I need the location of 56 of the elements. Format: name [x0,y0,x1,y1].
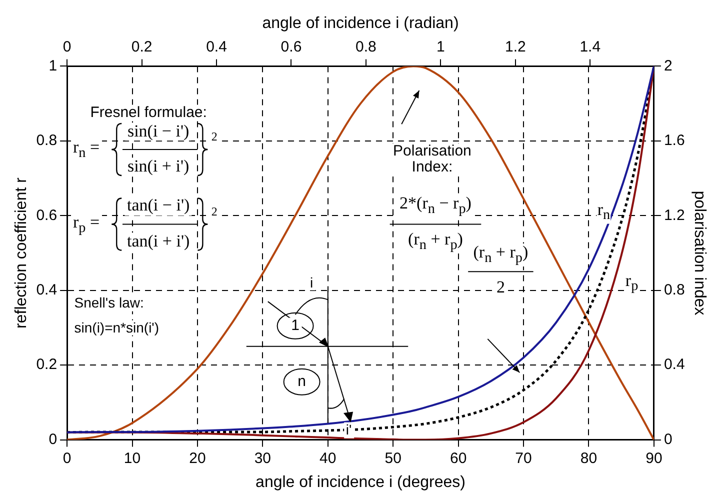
annotation: 2*(r$_{n}$ − r$_{p}$) [400,194,472,218]
x2-tick-label: 1.4 [580,38,601,56]
annotation: Snell's law: [74,294,144,311]
annotation: i [310,274,314,290]
annotation: tan(i + i') [127,231,190,250]
y2-tick-label: 0 [664,430,672,448]
x-tick-label: 0 [62,450,72,467]
annotation: 2 [211,130,218,144]
annotation: (r$_{n}$ + r$_{p}$) [473,242,528,266]
x-axis-title: angle of incidence i (degrees) [256,474,466,491]
y-tick-label: 1 [48,57,58,74]
x-tick-label: 60 [450,450,467,467]
annotation: Fresnel formulae: [90,104,207,121]
y-tick-label: 0 [48,430,58,448]
x2-tick-label: 1.2 [504,38,526,56]
annotation: tan(i − i') [127,196,190,215]
annotation: 2 [496,278,505,298]
x-tick-label: 80 [580,450,598,467]
x-tick-label: 10 [124,450,141,467]
y-tick-label: 0.8 [36,132,58,150]
x2-tick-label: 0.6 [280,38,302,56]
y2-tick-label: 1.6 [664,132,685,150]
annotation: r$_{n}$ = [72,138,100,162]
y2-tick-label: 2 [664,57,672,74]
x2-tick-label: 0.2 [131,38,152,56]
annotation: r$_{p}$ = [72,212,100,236]
annotation: i' [346,422,352,438]
y2-tick-label: 0.4 [664,356,685,374]
y2-tick-label: 1.2 [664,206,685,224]
annotation: sin(i − i') [127,121,190,140]
x2-tick-label: 1 [436,38,445,56]
x-tick-label: 40 [320,450,336,467]
x-tick-label: 30 [254,450,272,467]
series-label: r$_{n}$ [596,200,612,224]
x-tick-label: 50 [384,450,402,467]
x-tick-label: 70 [515,450,532,467]
annotation: 2 [211,204,218,218]
series-label: r$_{p}$ [624,270,640,296]
x2-tick-label: 0.8 [356,38,376,56]
x-tick-label: 20 [189,450,206,467]
x2-axis-title: angle of incidence i (radian) [262,15,459,32]
y-tick-label: 0.6 [36,206,58,224]
y-axis-title: reflection coefficient r [13,176,30,328]
y-tick-label: 0.2 [36,356,58,374]
annotation: Polarisation Index: [393,142,472,176]
y-tick-label: 0.4 [36,282,58,298]
y2-tick-label: 0.8 [664,282,685,298]
y2-axis-title: polarisation index [690,190,708,316]
annotation: (r$_{n}$ + r$_{p}$) [408,229,463,253]
x2-tick-label: 0 [62,38,72,56]
annotation: sin(i)=n*sin(i') [74,319,160,336]
annotation: 1 [291,316,300,334]
annotation: n [298,372,306,390]
annotation: sin(i + i') [127,156,190,176]
x-tick-label: 90 [646,450,662,467]
x2-tick-label: 0.4 [206,38,227,56]
